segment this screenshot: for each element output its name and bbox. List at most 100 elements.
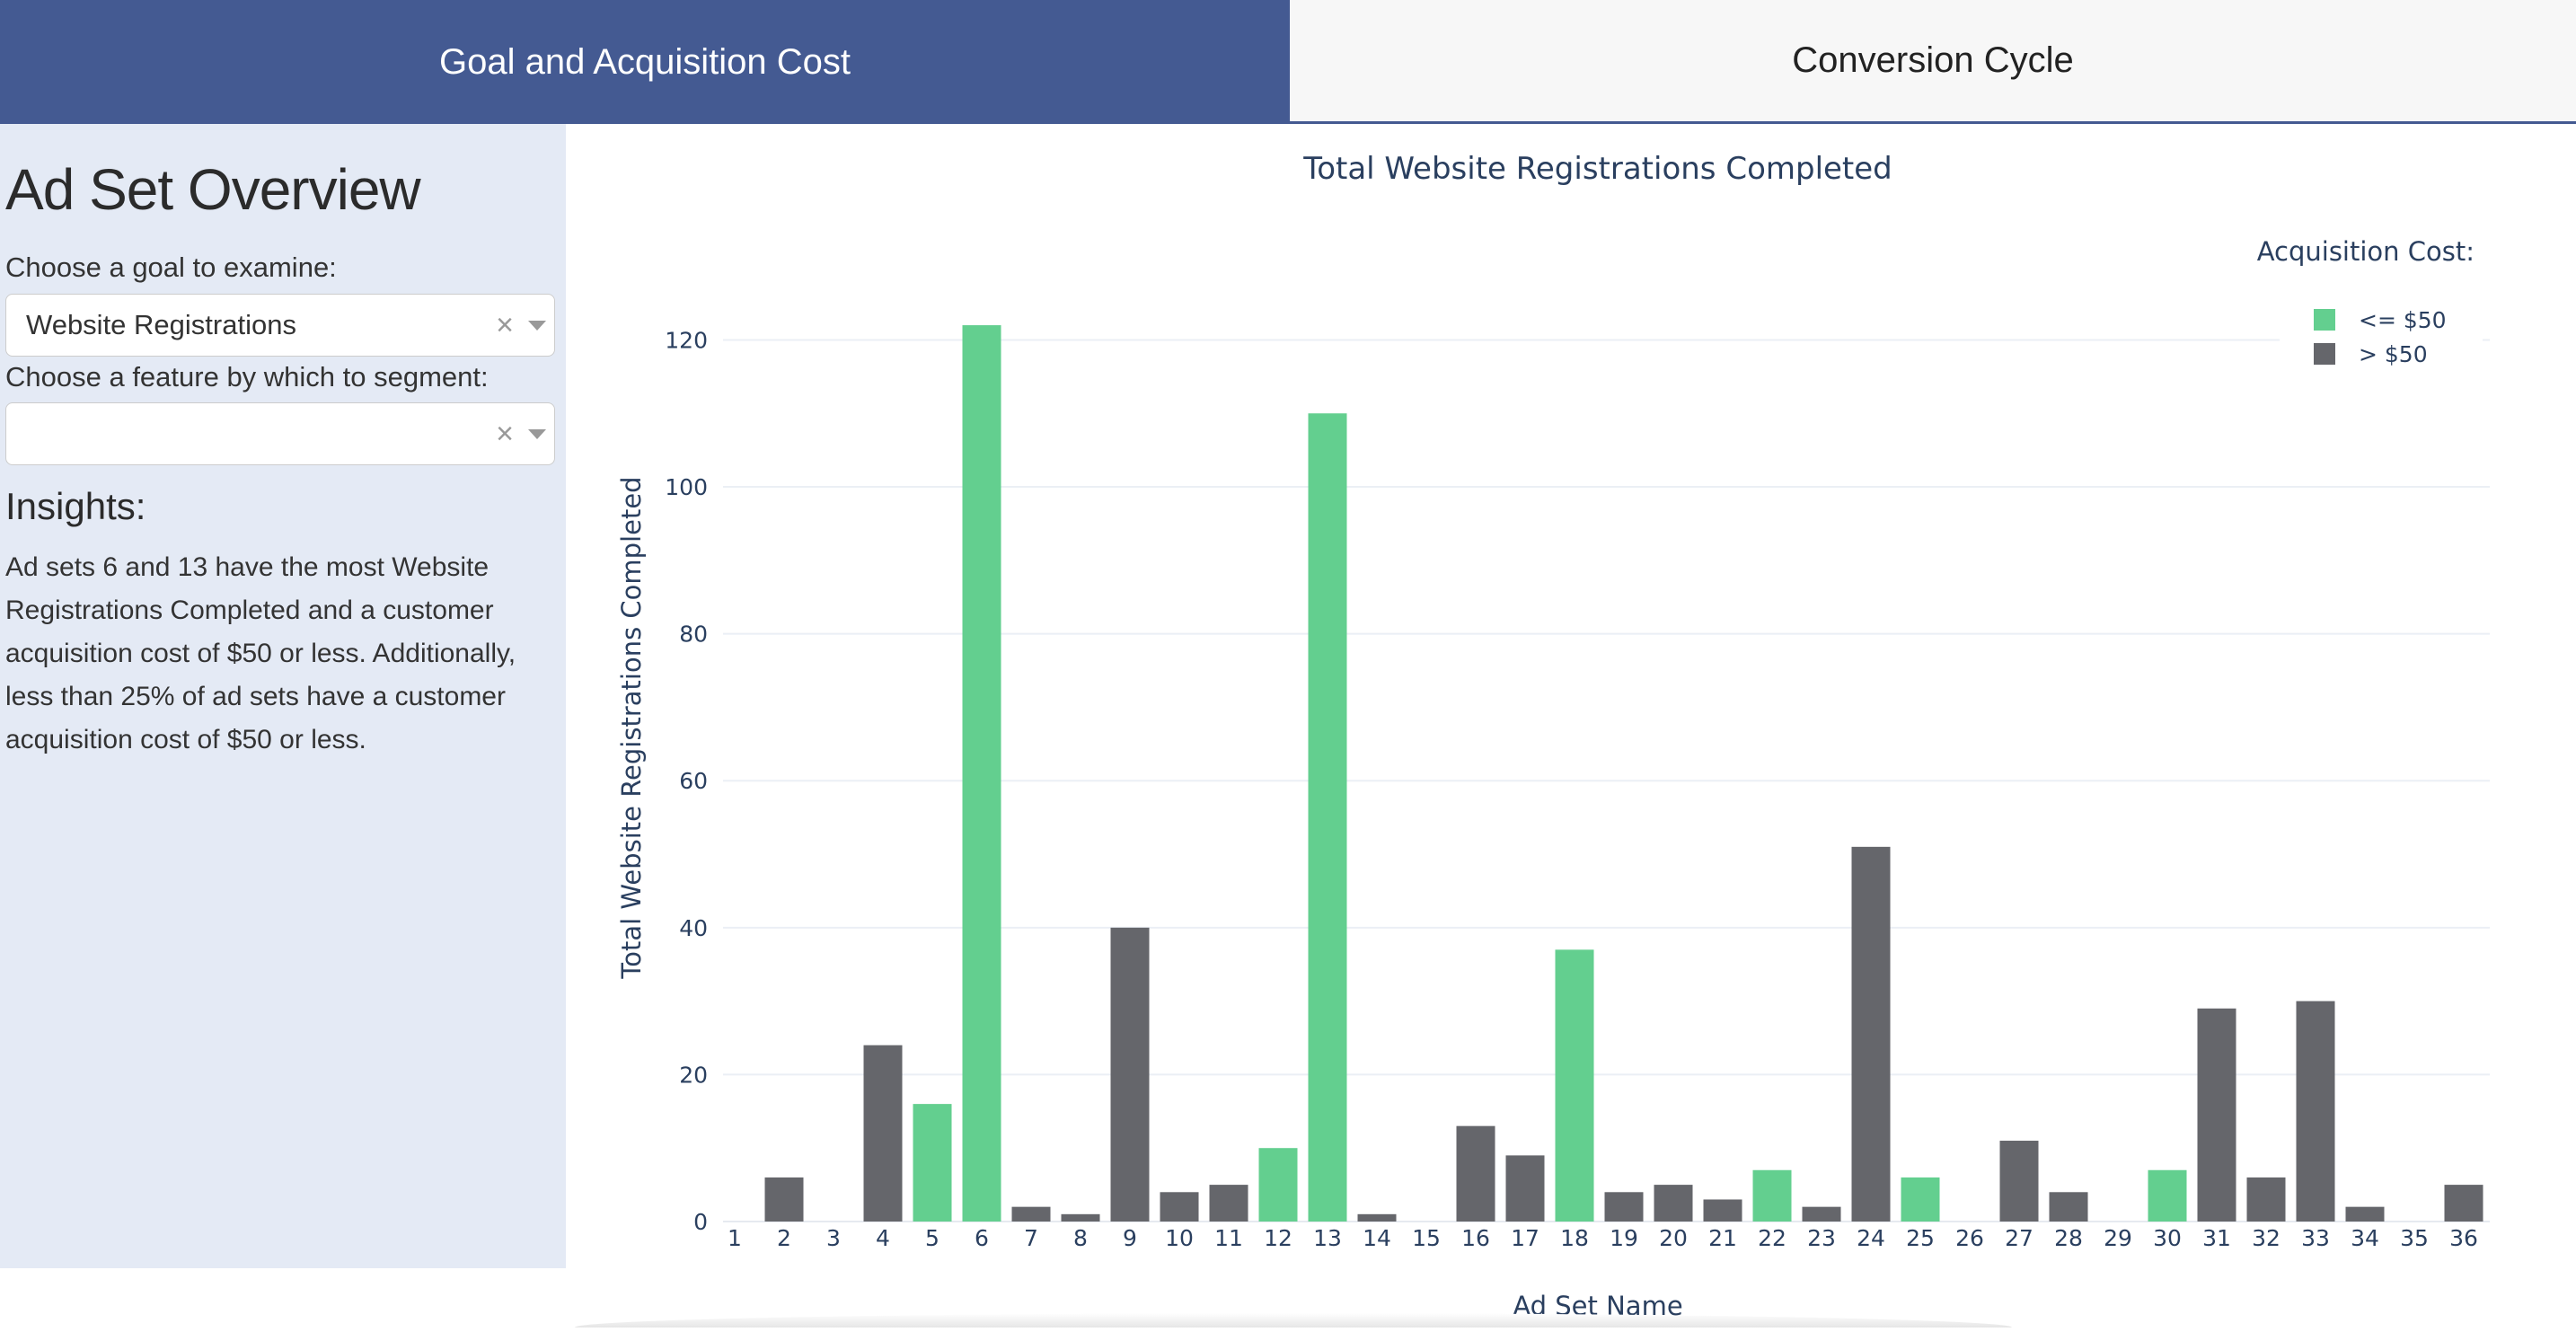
goal-dropdown-value: Website Registrations: [26, 309, 296, 340]
goal-dropdown[interactable]: Website Registrations ×: [5, 294, 555, 357]
bar-adset-16[interactable]: [1456, 1125, 1495, 1222]
bar-adset-7[interactable]: [1011, 1206, 1051, 1222]
chevron-down-icon[interactable]: [520, 428, 554, 439]
clear-icon[interactable]: ×: [496, 307, 514, 342]
legend-entry-label[interactable]: <= $50: [2359, 307, 2447, 333]
insights-heading: Insights:: [5, 485, 146, 527]
bar-adset-9[interactable]: [1110, 927, 1150, 1222]
x-tick-label: 2: [777, 1225, 791, 1251]
bar-adset-4[interactable]: [863, 1045, 903, 1222]
x-tick-label: 24: [1857, 1225, 1885, 1251]
insights-text: Ad sets 6 and 13 have the most Website R…: [5, 552, 516, 754]
bar-adset-20[interactable]: [1654, 1185, 1693, 1222]
x-tick-label: 15: [1412, 1225, 1441, 1251]
x-tick-label: 27: [2005, 1225, 2033, 1251]
bar-adset-5[interactable]: [913, 1104, 952, 1222]
y-tick-label: 100: [665, 474, 708, 500]
legend-box: [2280, 291, 2483, 365]
goal-label: Choose a goal to examine:: [5, 251, 337, 283]
x-tick-label: 25: [1906, 1225, 1935, 1251]
chevron-down-icon[interactable]: [520, 320, 554, 331]
tab-conversion-cycle[interactable]: Conversion Cycle: [1290, 0, 2576, 124]
y-tick-label: 20: [679, 1062, 708, 1088]
bar-adset-32[interactable]: [2246, 1177, 2286, 1222]
bar-adset-25[interactable]: [1901, 1177, 1940, 1222]
chart-title: Total Website Registrations Completed: [1302, 151, 1892, 187]
x-tick-label: 36: [2449, 1225, 2478, 1251]
x-tick-label: 32: [2252, 1225, 2280, 1251]
x-tick-label: 18: [1560, 1225, 1589, 1251]
page-title: Ad Set Overview: [5, 157, 421, 222]
bottom-shadow: [575, 1313, 2012, 1328]
x-tick-label: 34: [2351, 1225, 2379, 1251]
x-tick-label: 1: [728, 1225, 742, 1251]
x-tick-label: 14: [1363, 1225, 1391, 1251]
x-tick-label: 29: [2104, 1225, 2132, 1251]
y-tick-label: 60: [679, 768, 708, 794]
y-tick-label: 40: [679, 915, 708, 941]
bar-adset-19[interactable]: [1604, 1192, 1644, 1222]
x-tick-label: 30: [2153, 1225, 2182, 1251]
x-tick-label: 21: [1708, 1225, 1737, 1251]
x-tick-label: 7: [1024, 1225, 1038, 1251]
x-tick-label: 11: [1214, 1225, 1243, 1251]
bar-adset-23[interactable]: [1802, 1206, 1841, 1222]
x-tick-label: 28: [2054, 1225, 2083, 1251]
bar-adset-14[interactable]: [1357, 1213, 1397, 1222]
x-tick-label: 5: [925, 1225, 940, 1251]
tab-goal-and-acquisition-cost[interactable]: Goal and Acquisition Cost: [0, 0, 1290, 124]
bar-adset-31[interactable]: [2197, 1008, 2236, 1222]
x-tick-label: 26: [1955, 1225, 1984, 1251]
x-tick-label: 8: [1073, 1225, 1088, 1251]
clear-icon[interactable]: ×: [496, 416, 514, 451]
x-tick-label: 19: [1610, 1225, 1638, 1251]
x-tick-label: 3: [826, 1225, 841, 1251]
bar-adset-6[interactable]: [962, 325, 1001, 1222]
bar-adset-13[interactable]: [1308, 413, 1347, 1222]
tab-bar: Goal and Acquisition Cost Conversion Cyc…: [0, 0, 2576, 124]
bar-adset-18[interactable]: [1555, 949, 1594, 1222]
x-tick-label: 10: [1165, 1225, 1194, 1251]
bar-adset-2[interactable]: [764, 1177, 804, 1222]
sidebar: Ad Set Overview Choose a goal to examine…: [0, 124, 566, 1268]
x-tick-label: 12: [1264, 1225, 1292, 1251]
x-tick-label: 35: [2400, 1225, 2429, 1251]
x-tick-label: 4: [876, 1225, 890, 1251]
y-tick-label: 80: [679, 622, 708, 648]
segment-label: Choose a feature by which to segment:: [5, 361, 489, 393]
bar-adset-27[interactable]: [1999, 1141, 2039, 1222]
bar-adset-21[interactable]: [1703, 1199, 1742, 1222]
bar-adset-12[interactable]: [1258, 1148, 1298, 1222]
bar-adset-22[interactable]: [1752, 1169, 1792, 1222]
bar-adset-33[interactable]: [2296, 1001, 2335, 1222]
y-tick-label: 0: [693, 1209, 708, 1235]
x-tick-label: 16: [1461, 1225, 1490, 1251]
bar-adset-24[interactable]: [1851, 846, 1891, 1222]
segment-dropdown[interactable]: ×: [5, 402, 555, 465]
bar-adset-17[interactable]: [1505, 1155, 1545, 1222]
bar-adset-34[interactable]: [2345, 1206, 2385, 1222]
x-tick-label: 20: [1659, 1225, 1688, 1251]
x-tick-label: 17: [1511, 1225, 1539, 1251]
x-tick-label: 31: [2202, 1225, 2231, 1251]
x-tick-label: 23: [1807, 1225, 1836, 1251]
legend-swatch[interactable]: [2314, 343, 2335, 365]
bar-adset-36[interactable]: [2444, 1185, 2483, 1222]
x-tick-label: 13: [1313, 1225, 1342, 1251]
x-tick-label: 6: [975, 1225, 989, 1251]
bar-adset-10[interactable]: [1160, 1192, 1199, 1222]
bar-adset-30[interactable]: [2148, 1169, 2187, 1222]
bar-adset-28[interactable]: [2049, 1192, 2088, 1222]
legend-entry-label[interactable]: > $50: [2359, 341, 2428, 367]
x-tick-label: 9: [1123, 1225, 1137, 1251]
x-tick-label: 22: [1758, 1225, 1786, 1251]
y-axis-label: Total Website Registrations Completed: [616, 476, 647, 979]
y-tick-label: 120: [665, 327, 708, 353]
bar-adset-11[interactable]: [1209, 1185, 1248, 1222]
legend-title: Acquisition Cost:: [2257, 236, 2475, 267]
bar-adset-8[interactable]: [1061, 1213, 1100, 1222]
x-tick-label: 33: [2301, 1225, 2330, 1251]
legend-swatch[interactable]: [2314, 309, 2335, 331]
